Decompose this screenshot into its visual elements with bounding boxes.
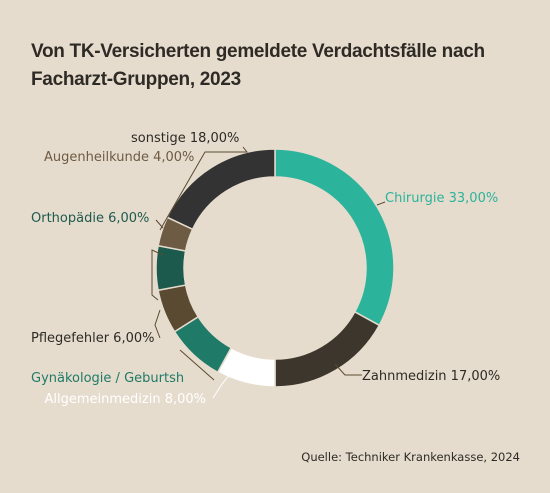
data-label: Chirurgie 33,00% (385, 191, 498, 206)
leader-line (151, 249, 164, 301)
chart-title: Von TK-Versicherten gemeldete Verdachtsf… (31, 41, 485, 90)
leader-line (212, 371, 233, 399)
slice-chirurgie (274, 148, 395, 327)
leader-line (334, 363, 362, 376)
slice-orthopädie (155, 244, 187, 292)
data-label: Gynäkologie / Geburtsh (31, 371, 184, 386)
leader-line (154, 309, 161, 339)
slice-sonstige (166, 148, 276, 231)
leader-line (159, 146, 249, 231)
leader-line (376, 201, 386, 206)
data-label: Allgemeinmedizin 8,00% (44, 392, 206, 407)
data-label: Zahnmedizin 17,00% (362, 369, 500, 384)
leader-line (179, 349, 215, 381)
data-label: Augenheilkunde 4,00% (44, 150, 194, 165)
data-label: Pflegefehler 6,00% (31, 331, 154, 346)
data-label: sonstige 18,00% (131, 131, 239, 146)
data-label: Orthopädie 6,00% (31, 211, 149, 226)
source-note: Quelle: Techniker Krankenkasse, 2024 (301, 450, 520, 464)
